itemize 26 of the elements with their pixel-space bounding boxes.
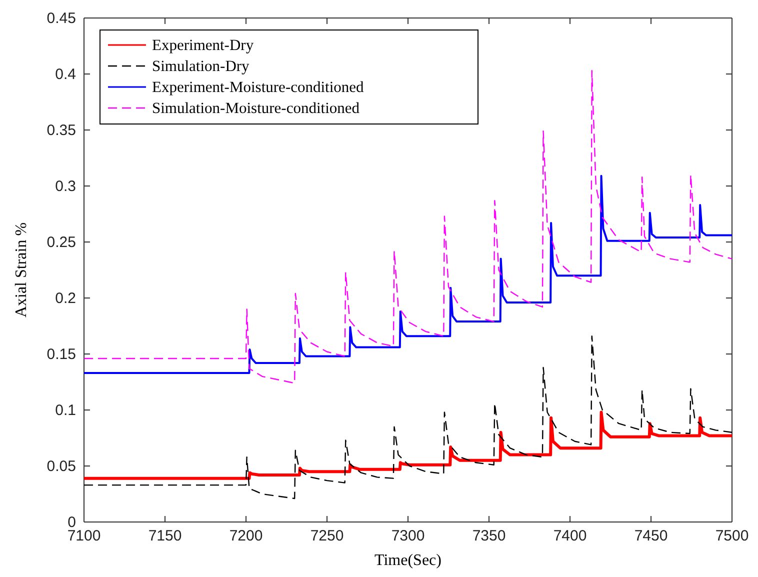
y-tick-label: 0.4	[55, 66, 76, 83]
x-tick-label: 7200	[229, 528, 263, 545]
x-tick-label: 7300	[391, 528, 425, 545]
x-tick-label: 7500	[715, 528, 749, 545]
y-axis-title: Axial Strain %	[13, 222, 30, 318]
y-tick-label: 0.3	[55, 178, 76, 195]
y-tick-label: 0.35	[46, 122, 76, 139]
x-tick-label: 7400	[553, 528, 587, 545]
legend-label: Experiment-Dry	[152, 37, 254, 54]
y-tick-label: 0.1	[55, 402, 76, 419]
y-tick-label: 0.45	[46, 10, 76, 27]
y-tick-label: 0.15	[46, 346, 76, 363]
y-tick-label: 0.25	[46, 234, 76, 251]
y-tick-label: 0.05	[46, 458, 76, 475]
x-tick-label: 7350	[472, 528, 506, 545]
legend-label: Experiment-Moisture-conditioned	[152, 79, 364, 96]
legend-label: Simulation-Dry	[152, 58, 250, 75]
y-tick-label: 0.2	[55, 290, 76, 307]
x-tick-label: 7250	[310, 528, 344, 545]
legend-label: Simulation-Moisture-conditioned	[152, 100, 360, 117]
line-series	[83, 335, 733, 500]
line-series	[83, 174, 733, 374]
line-series	[82, 410, 734, 480]
x-tick-label: 7150	[148, 528, 182, 545]
x-tick-label: 7450	[634, 528, 668, 545]
x-axis-title: Time(Sec)	[374, 552, 442, 569]
